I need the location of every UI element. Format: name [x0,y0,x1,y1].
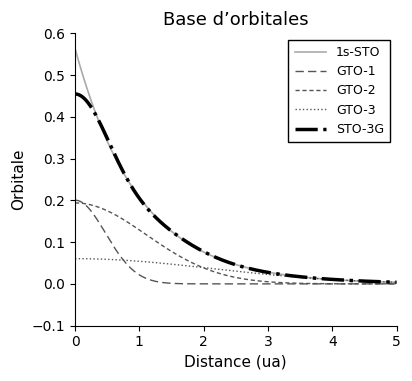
GTO-3 [128,258,133,263]
GTO-3 [353,279,358,283]
Line: GTO-1: GTO-1 [75,200,396,284]
GTO-2 [196,263,201,268]
Line: STO-3G: STO-3G [75,94,396,282]
1s-STO [109,149,114,153]
STO-3G [353,279,358,283]
Line: 1s-STO: 1s-STO [75,48,396,282]
GTO-1 [109,241,114,246]
STO-3G [394,280,399,285]
GTO-1 [73,198,77,202]
GTO-3 [388,280,393,284]
Line: GTO-2: GTO-2 [75,203,396,284]
STO-3G [210,253,215,258]
1s-STO [353,279,358,283]
GTO-2 [128,222,133,226]
Y-axis label: Orbitale: Orbitale [11,149,26,210]
GTO-2 [353,282,358,286]
1s-STO [394,280,399,285]
GTO-1 [210,282,215,286]
X-axis label: Distance (ua): Distance (ua) [185,355,287,370]
GTO-1 [394,282,399,286]
GTO-3 [210,266,215,271]
GTO-3 [196,265,201,269]
1s-STO [388,280,393,284]
GTO-2 [73,201,77,205]
GTO-2 [388,282,393,286]
GTO-3 [109,257,114,262]
GTO-2 [394,282,399,286]
1s-STO [128,182,133,187]
GTO-1 [353,282,358,286]
STO-3G [109,146,114,150]
1s-STO [73,46,77,51]
GTO-3 [394,280,399,285]
GTO-1 [128,266,133,271]
GTO-2 [109,211,114,215]
GTO-1 [388,282,393,286]
Legend: 1s-STO, GTO-1, GTO-2, GTO-3, STO-3G: 1s-STO, GTO-1, GTO-2, GTO-3, STO-3G [288,40,390,142]
GTO-3 [73,256,77,261]
GTO-2 [210,269,215,274]
Title: Base d’orbitales: Base d’orbitales [163,11,309,29]
1s-STO [196,247,201,251]
Line: GTO-3: GTO-3 [75,259,396,282]
STO-3G [388,280,393,284]
GTO-1 [196,282,201,286]
STO-3G [128,183,133,187]
STO-3G [73,92,77,96]
1s-STO [210,254,215,258]
STO-3G [196,247,201,251]
